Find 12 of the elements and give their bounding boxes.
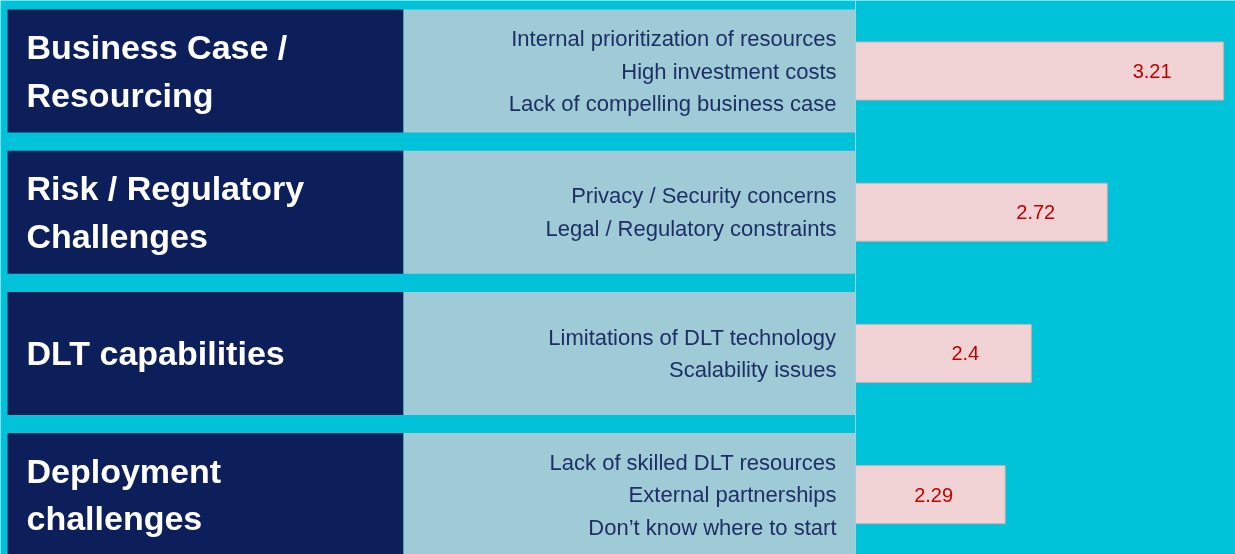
- data-label: 2.72: [1016, 201, 1056, 224]
- y-tick-label: Deployment challenges: [26, 451, 222, 538]
- y-tick-label: Business Case / Resourcing: [26, 28, 288, 114]
- text: Lack of skilled DLT resources External partnerships Don’t know where to start: [549, 449, 837, 540]
- data-label: 2.29: [914, 483, 954, 506]
- data-label: 3.21: [1132, 60, 1172, 82]
- y-tick-label: DLT capabilities: [26, 334, 285, 373]
- data-label: 2.4: [951, 342, 980, 365]
- text: Limitations of DLT technology Scalability issues: [548, 324, 837, 383]
- y-tick-label: Risk / Regulatory Challenges: [26, 169, 305, 255]
- text: Privacy / Security concerns Legal / Regulatory constraints: [545, 183, 837, 241]
- text: Internal prioritization of resources High investment costs Lack of compelling business case: [508, 26, 837, 116]
